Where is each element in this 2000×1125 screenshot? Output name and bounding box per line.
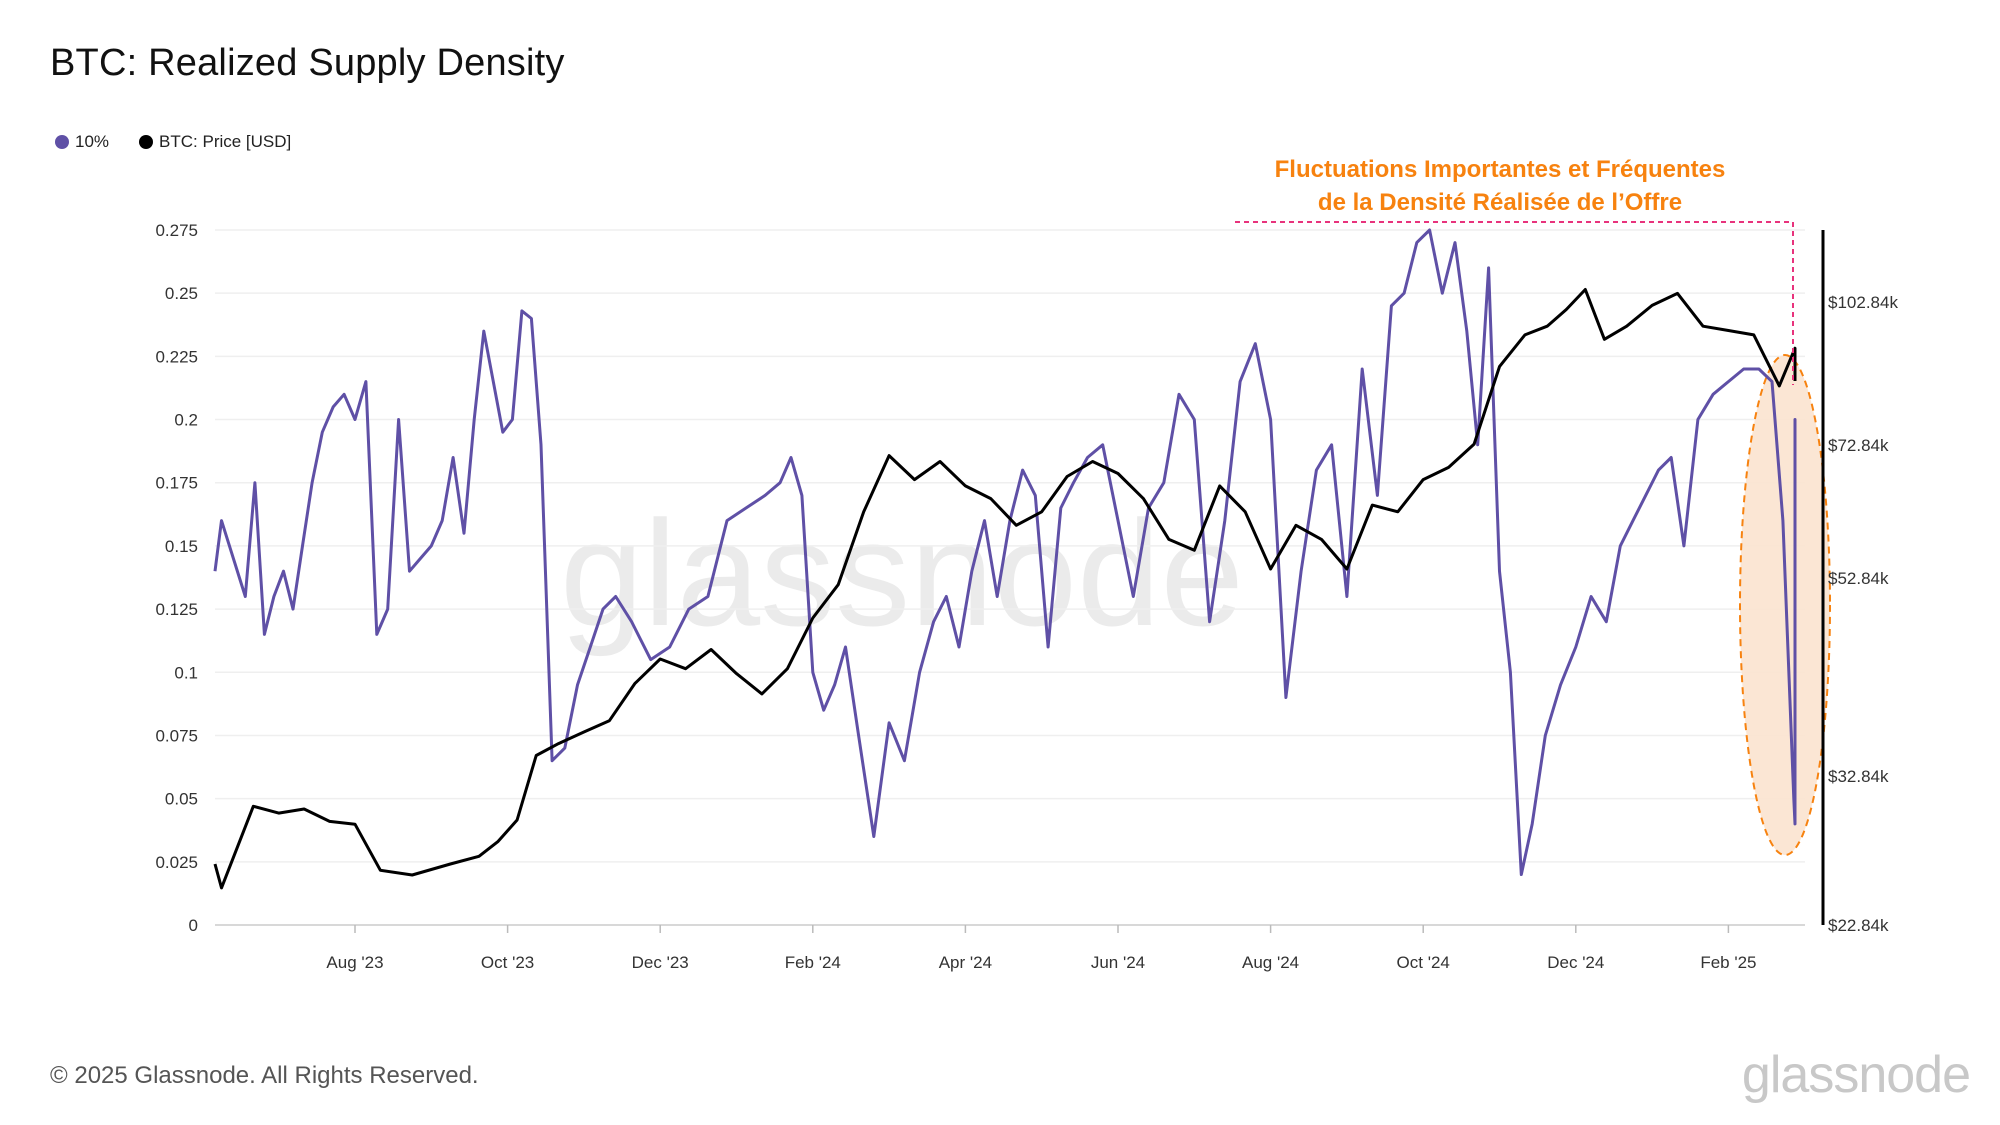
x-tick-label: Feb '24 bbox=[785, 953, 841, 972]
x-tick-label: Oct '24 bbox=[1397, 953, 1450, 972]
footer-logo: glassnode bbox=[1741, 1046, 1971, 1104]
legend-dot-density bbox=[55, 135, 69, 149]
right-tick-label: $72.84k bbox=[1828, 436, 1889, 455]
x-tick-label: Aug '23 bbox=[326, 953, 383, 972]
left-tick-label: 0.075 bbox=[155, 726, 198, 745]
x-tick-label: Jun '24 bbox=[1091, 953, 1145, 972]
x-tick-label: Apr '24 bbox=[939, 953, 992, 972]
legend-item-density[interactable]: 10% bbox=[55, 132, 109, 152]
legend-label-price: BTC: Price [USD] bbox=[159, 132, 292, 151]
series-line-price bbox=[213, 288, 1797, 890]
right-tick-label: $52.84k bbox=[1828, 569, 1889, 588]
annotation-line-2: de la Densité Réalisée de l’Offre bbox=[1318, 189, 1682, 216]
x-axis-ticks: Aug '23 Oct '23 Dec '23 Feb '24 Apr '24 Jun '… bbox=[326, 925, 1756, 972]
legend: 10% BTC: Price [USD] bbox=[55, 132, 321, 152]
left-tick-label: 0.1 bbox=[174, 663, 198, 682]
x-tick-label: Oct '23 bbox=[481, 953, 534, 972]
left-tick-label: 0.2 bbox=[174, 411, 198, 430]
left-tick-label: 0.025 bbox=[155, 853, 198, 872]
left-tick-label: 0.15 bbox=[165, 537, 198, 556]
series-line-density bbox=[213, 228, 1797, 876]
watermark: glassnode bbox=[560, 489, 1244, 657]
left-tick-label: 0.05 bbox=[165, 790, 198, 809]
page-title: BTC: Realized Supply Density bbox=[50, 42, 565, 84]
x-tick-label: Dec '23 bbox=[632, 953, 689, 972]
left-tick-label: 0.25 bbox=[165, 284, 198, 303]
right-tick-label: $22.84k bbox=[1828, 916, 1889, 935]
legend-dot-price bbox=[139, 135, 154, 149]
left-tick-label: 0 bbox=[189, 916, 198, 935]
right-tick-label: $32.84k bbox=[1828, 767, 1889, 786]
right-tick-label: $102.84k bbox=[1828, 293, 1898, 312]
x-tick-label: Feb '25 bbox=[1700, 953, 1756, 972]
footer-copyright: © 2025 Glassnode. All Rights Reserved. bbox=[50, 1062, 479, 1089]
legend-label-density: 10% bbox=[75, 132, 110, 151]
left-tick-label: 0.225 bbox=[155, 347, 198, 366]
left-tick-label: 0.275 bbox=[155, 221, 198, 240]
axes bbox=[215, 230, 1825, 926]
left-tick-label: 0.125 bbox=[155, 600, 198, 619]
annotation-connector bbox=[1235, 221, 1794, 385]
left-tick-label: 0.175 bbox=[155, 474, 198, 493]
annotation-line-1: Fluctuations Importantes et Fréquentes bbox=[1275, 156, 1726, 183]
legend-item-price[interactable]: BTC: Price [USD] bbox=[139, 132, 291, 152]
grid bbox=[215, 229, 1805, 863]
right-axis-ticks: $22.84k $32.84k $52.84k $72.84k $102.84k bbox=[1828, 293, 1898, 935]
x-tick-label: Aug '24 bbox=[1242, 953, 1299, 972]
x-tick-label: Dec '24 bbox=[1547, 953, 1604, 972]
left-axis-ticks: 0 0.025 0.05 0.075 0.1 0.125 0.15 0.175 0.2 0.225… bbox=[155, 221, 198, 935]
